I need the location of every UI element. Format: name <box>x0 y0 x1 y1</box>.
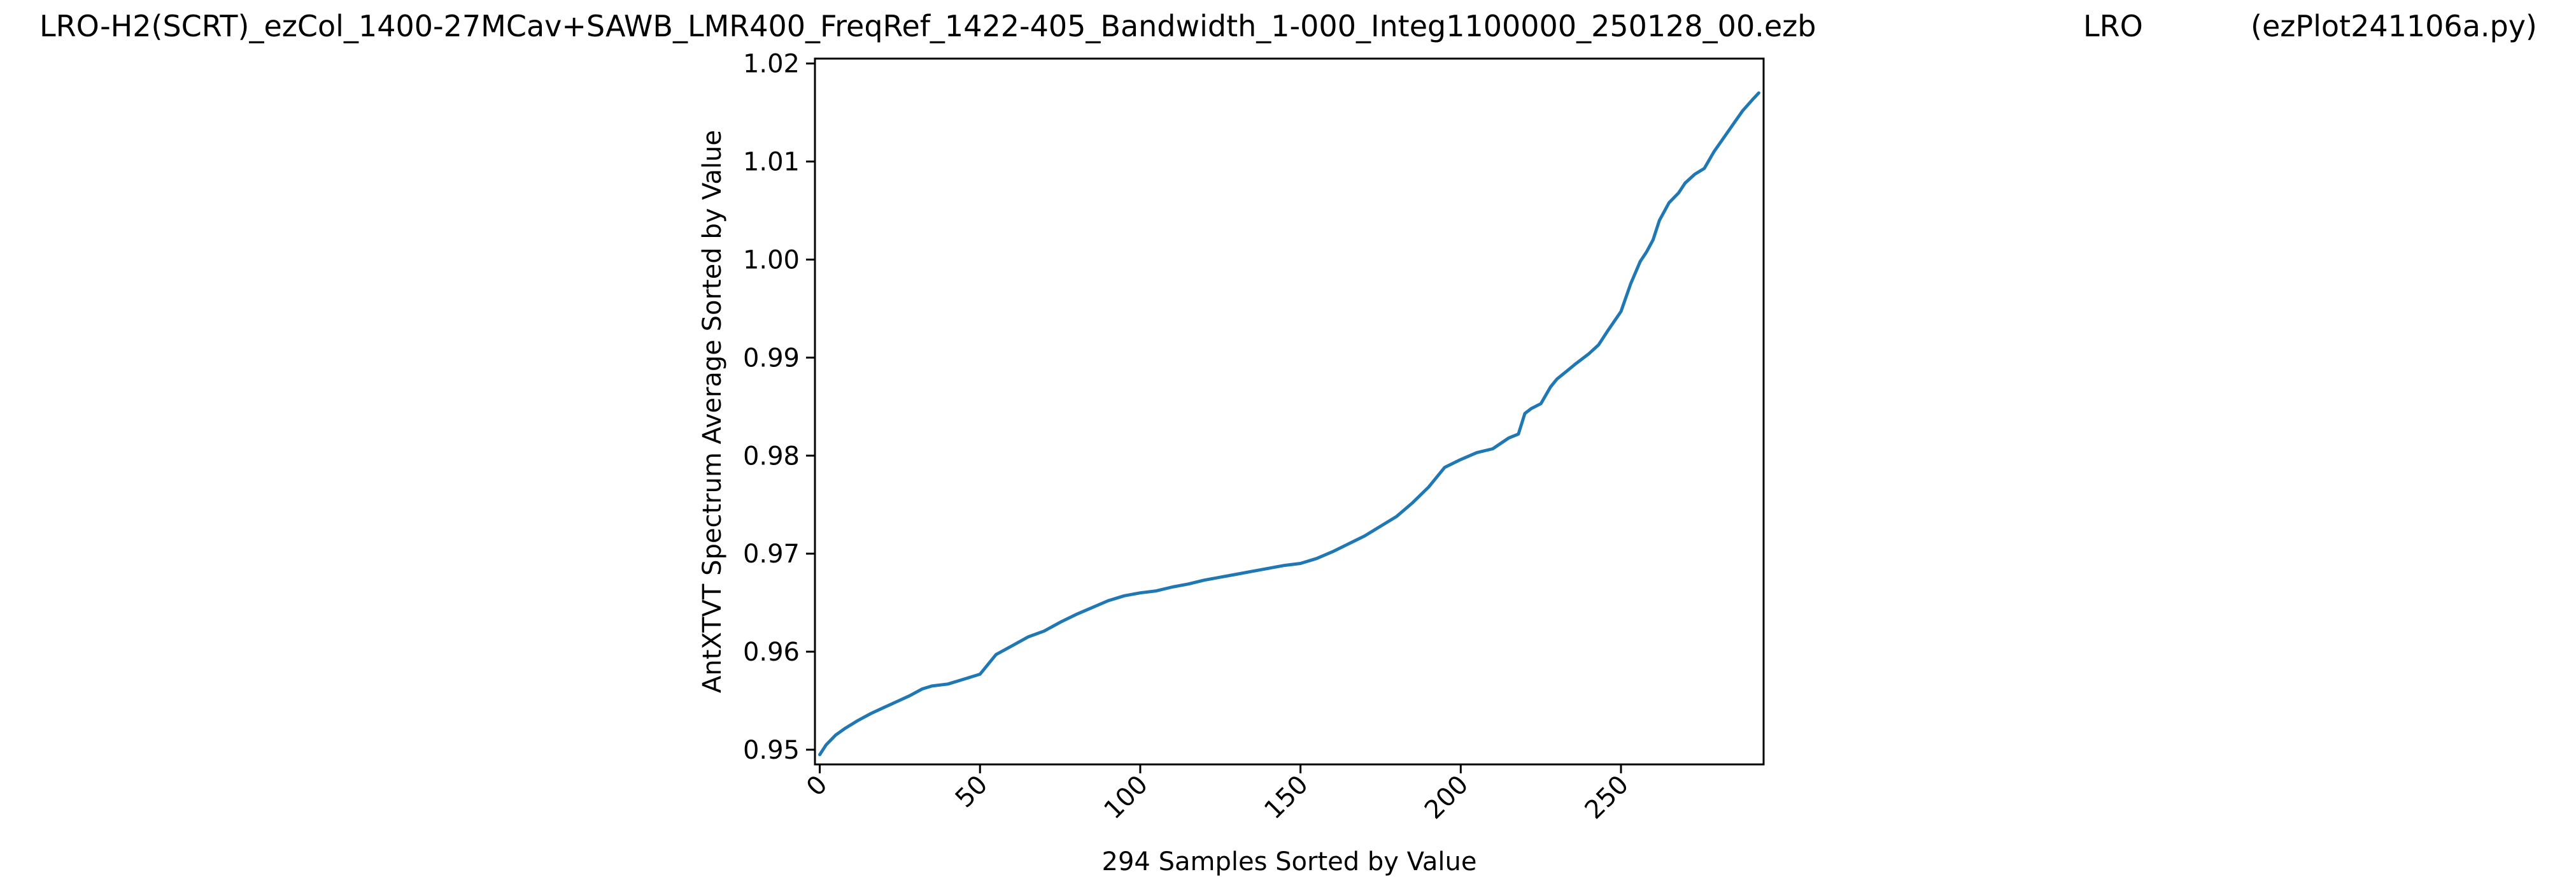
y-axis: 0.95 0.96 0.97 0.98 0.99 1.00 1.01 1.02 <box>743 50 815 765</box>
window-title-bar: LRO-H2(SCRT)_ezCol_1400-27MCav+SAWB_LMR4… <box>0 9 2576 54</box>
y-tick-label: 1.01 <box>743 148 800 177</box>
y-tick-label: 0.96 <box>743 638 800 667</box>
plot-frame <box>814 57 1765 766</box>
x-tick-label: 250 <box>1580 770 1635 826</box>
file-title: LRO-H2(SCRT)_ezCol_1400-27MCav+SAWB_LMR4… <box>39 9 1816 43</box>
y-axis-label: AntXTVT Spectrum Average Sorted by Value <box>698 130 727 693</box>
station-label: LRO <box>2083 9 2143 43</box>
y-tick-label: 1.02 <box>743 50 800 79</box>
x-tick-label: 0 <box>801 770 833 803</box>
x-tick-label: 50 <box>950 770 994 814</box>
y-tick-label: 0.98 <box>743 441 800 471</box>
x-tick-label: 200 <box>1419 770 1475 826</box>
x-tick-label: 100 <box>1098 770 1154 826</box>
series-line-0 <box>818 91 1760 757</box>
series-layer <box>818 91 1760 757</box>
y-tick-label: 0.97 <box>743 540 800 569</box>
program-label: (ezPlot241106a.py) <box>2251 9 2537 43</box>
y-tick-label: 0.95 <box>743 736 800 765</box>
y-tick-label: 0.99 <box>743 343 800 373</box>
y-tick-label: 1.00 <box>743 245 800 275</box>
x-axis: 0 50 100 150 200 250 <box>801 764 1634 825</box>
x-axis-label: 294 Samples Sorted by Value <box>1102 847 1477 877</box>
x-tick-label: 150 <box>1259 770 1314 826</box>
